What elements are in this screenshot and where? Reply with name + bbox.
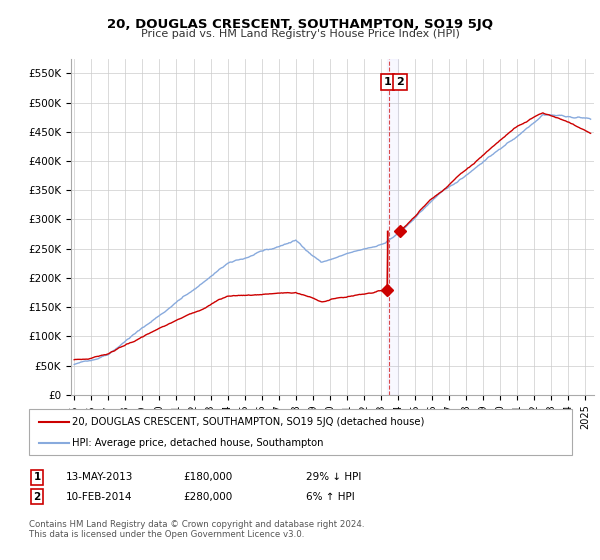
Text: 29% ↓ HPI: 29% ↓ HPI (306, 472, 361, 482)
Text: 1: 1 (34, 472, 41, 482)
Text: 2: 2 (34, 492, 41, 502)
Text: 20, DOUGLAS CRESCENT, SOUTHAMPTON, SO19 5JQ (detached house): 20, DOUGLAS CRESCENT, SOUTHAMPTON, SO19 … (72, 417, 424, 427)
Text: Contains HM Land Registry data © Crown copyright and database right 2024.
This d: Contains HM Land Registry data © Crown c… (29, 520, 364, 539)
Text: £180,000: £180,000 (183, 472, 232, 482)
Text: £280,000: £280,000 (183, 492, 232, 502)
Text: 2: 2 (396, 77, 404, 87)
Text: 6% ↑ HPI: 6% ↑ HPI (306, 492, 355, 502)
Text: 20, DOUGLAS CRESCENT, SOUTHAMPTON, SO19 5JQ: 20, DOUGLAS CRESCENT, SOUTHAMPTON, SO19 … (107, 18, 493, 31)
Text: 1: 1 (383, 77, 391, 87)
Bar (387, 59, 398, 395)
Text: Price paid vs. HM Land Registry's House Price Index (HPI): Price paid vs. HM Land Registry's House … (140, 29, 460, 39)
Text: HPI: Average price, detached house, Southampton: HPI: Average price, detached house, Sout… (72, 438, 323, 448)
Text: 10-FEB-2014: 10-FEB-2014 (66, 492, 133, 502)
Text: 13-MAY-2013: 13-MAY-2013 (66, 472, 133, 482)
